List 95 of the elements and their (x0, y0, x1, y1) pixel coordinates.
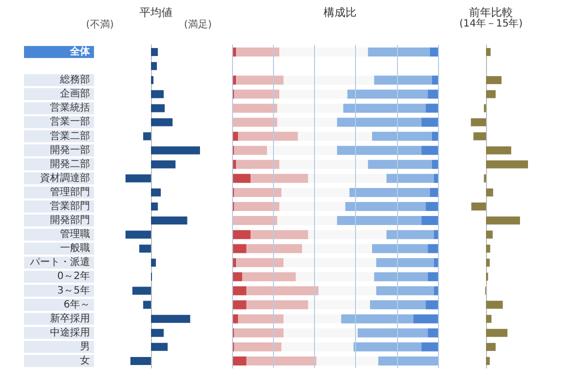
bar (486, 160, 528, 168)
bar (432, 132, 438, 141)
bar (486, 300, 503, 309)
bar (486, 314, 492, 323)
bar (434, 174, 438, 183)
y-tick-label: 男 (80, 341, 90, 352)
bar (151, 258, 156, 267)
bar (126, 230, 151, 239)
y-tick-label: 全体 (69, 46, 91, 58)
y-tick-label: 一般職 (60, 242, 90, 254)
y-tick-label: 開発部門 (50, 214, 90, 226)
bar (486, 188, 494, 196)
bar (432, 76, 438, 85)
bar (426, 104, 438, 113)
y-tick-label: 開発一部 (50, 144, 90, 156)
y-tick-label: 営業一部 (50, 116, 90, 128)
bar (151, 104, 165, 112)
y-tick-label: 中途採用 (50, 326, 90, 338)
y-tick-label: 女 (80, 354, 90, 366)
bar (428, 328, 438, 338)
bar (486, 230, 493, 239)
y-tick-label: 営業統括 (50, 102, 90, 114)
bar (151, 202, 158, 210)
bar (232, 272, 242, 282)
bar (232, 230, 251, 240)
bar (486, 342, 496, 351)
bar (486, 48, 491, 56)
bar (151, 62, 157, 70)
y-tick-label: パート・派遣 (29, 256, 90, 268)
bar (422, 342, 438, 352)
chart-title: 前年比較 (469, 6, 513, 19)
bar (422, 146, 438, 155)
bar (432, 160, 438, 169)
bar (486, 146, 512, 154)
bar (130, 356, 151, 365)
chart-title: 構成比 (324, 6, 356, 19)
bar (486, 328, 508, 337)
bar (232, 356, 246, 366)
bar (232, 300, 246, 310)
y-tick-label: 0～2年 (57, 270, 90, 282)
bar (139, 244, 151, 253)
bar (126, 174, 151, 182)
bar (232, 174, 251, 183)
y-tick-label: 企画部 (60, 88, 90, 100)
bar (434, 258, 438, 268)
bar (486, 216, 520, 225)
bar (430, 48, 438, 57)
bar (434, 286, 438, 296)
bar (151, 160, 176, 168)
bar (434, 230, 438, 240)
y-tick-label: 資材調達部 (40, 172, 90, 184)
bar (486, 76, 502, 84)
bar (486, 356, 490, 365)
y-tick-label: 6年～ (64, 298, 90, 310)
y-tick-label: 管理職 (60, 228, 90, 240)
bar (232, 286, 246, 296)
bar (428, 244, 438, 254)
bar (428, 272, 438, 282)
bar (422, 118, 438, 127)
y-tick-label: 管理部門 (50, 186, 90, 198)
bar (486, 90, 496, 98)
y-tick-label: 3～5年 (57, 284, 90, 296)
bar (151, 48, 158, 56)
bar (151, 342, 168, 351)
bar (151, 216, 188, 225)
bar (430, 188, 438, 197)
y-tick-label: 開発二部 (50, 158, 90, 170)
bar (426, 300, 438, 310)
chart-subtitle: (14年－15年) (459, 18, 523, 30)
bar (473, 132, 486, 140)
bar (413, 314, 438, 324)
bar (471, 202, 486, 210)
chart-title: 平均値 (140, 6, 172, 19)
bar (151, 118, 173, 126)
bar (151, 90, 164, 98)
bar (470, 118, 486, 126)
bar (151, 188, 161, 196)
bar (132, 286, 151, 295)
bar (143, 132, 151, 140)
bar (428, 90, 438, 99)
bar (422, 216, 438, 226)
text: (満足) (184, 18, 212, 30)
y-tick-label: 営業二部 (50, 130, 90, 142)
bar (486, 258, 490, 267)
text: (不満) (86, 18, 114, 30)
y-tick-label: 総務部 (59, 74, 90, 86)
bar (232, 244, 246, 254)
bar (426, 202, 438, 211)
y-tick-label: 営業部門 (50, 200, 90, 212)
bar (151, 328, 164, 337)
y-tick-label: 新卒採用 (50, 312, 90, 324)
bar (143, 300, 151, 309)
bar (486, 244, 490, 253)
bar (151, 146, 200, 154)
bar (151, 314, 190, 323)
